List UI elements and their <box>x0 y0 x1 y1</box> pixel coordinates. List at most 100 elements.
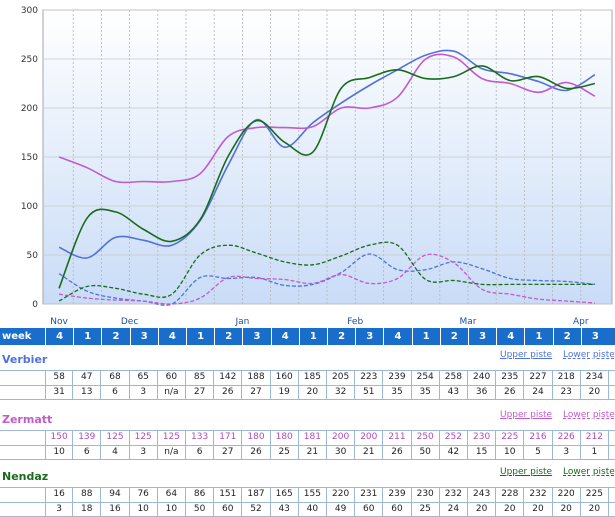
table-cell: 86 <box>186 487 215 502</box>
table-cell: 1 <box>581 445 609 460</box>
legend-lower-piste[interactable]: Lower piste <box>563 350 615 360</box>
table-cell: 64 <box>158 487 186 502</box>
table-cell: 228 <box>496 487 525 502</box>
table-cell: 211 <box>383 430 412 445</box>
table-cell: 165 <box>271 487 299 502</box>
table-cell: 65 <box>130 370 158 385</box>
table-cell: 239 <box>383 370 412 385</box>
legend-upper-piste[interactable]: Upper piste <box>500 350 553 360</box>
table-cell: 220 <box>553 487 581 502</box>
series-line-zermatt-upper <box>58 53 596 184</box>
table-cell: 26 <box>214 385 243 400</box>
week-number: 4 <box>496 328 524 345</box>
legend-lower-piste[interactable]: Lower piste <box>563 410 615 420</box>
table-cell: 10 <box>45 445 74 460</box>
table-cell: 60 <box>158 370 186 385</box>
table-cell: 239 <box>383 487 412 502</box>
table-cell: 35 <box>383 385 412 400</box>
table-cell: 231 <box>355 487 384 502</box>
table-cell: 6 <box>186 445 215 460</box>
month-label: Dec <box>120 317 139 327</box>
week-number: 1 <box>298 328 327 345</box>
week-number: 2 <box>101 328 129 345</box>
table-cell: 58 <box>45 370 74 385</box>
table-cell: 35 <box>412 385 440 400</box>
table-cell: 232 <box>440 487 468 502</box>
table-cell: 180 <box>242 430 271 445</box>
table-cell: 212 <box>581 430 609 445</box>
table-cell: 240 <box>468 370 497 385</box>
week-number: 1 <box>73 328 101 345</box>
table-cell: 50 <box>412 445 440 460</box>
table-cell: 205 <box>327 370 356 385</box>
table-cell: 125 <box>158 430 186 445</box>
legend-upper-piste[interactable]: Upper piste <box>500 410 553 420</box>
upper-piste-row <box>0 370 615 385</box>
y-tick-label: 200 <box>21 104 38 114</box>
table-cell: 51 <box>355 385 384 400</box>
table-cell: 16 <box>45 487 74 502</box>
table-cell: 187 <box>242 487 271 502</box>
resort-name-nendaz: Nendaz <box>2 470 49 483</box>
table-cell: 230 <box>412 487 440 502</box>
table-cell: 68 <box>101 370 130 385</box>
week-number: 3 <box>580 328 609 345</box>
week-number: 2 <box>214 328 242 345</box>
table-cell: 200 <box>327 430 356 445</box>
table-cell: 181 <box>299 430 327 445</box>
table-cell: 19 <box>271 385 299 400</box>
week-number: 4 <box>45 328 73 345</box>
y-tick-label: 0 <box>32 300 38 310</box>
week-number: 3 <box>468 328 496 345</box>
week-label: week <box>2 331 32 342</box>
table-cell: 21 <box>299 445 327 460</box>
week-number: 4 <box>270 328 299 345</box>
table-cell: 3 <box>130 445 158 460</box>
table-cell: 85 <box>186 370 215 385</box>
month-label: Jan <box>235 317 250 327</box>
table-cell: 216 <box>524 430 553 445</box>
table-cell: 220 <box>327 487 356 502</box>
table-cell: 200 <box>355 430 384 445</box>
legend-upper-piste[interactable]: Upper piste <box>500 467 553 477</box>
table-cell: 185 <box>299 370 327 385</box>
table-cell: 26 <box>496 385 525 400</box>
y-tick-label: 300 <box>21 6 38 16</box>
legend-lower-piste[interactable]: Lower piste <box>563 467 615 477</box>
table-cell: 188 <box>242 370 271 385</box>
table-cell: 27 <box>186 385 215 400</box>
table-cell: 3 <box>553 445 581 460</box>
table-cell: 6 <box>101 385 130 400</box>
week-number: 4 <box>157 328 186 345</box>
week-number: 2 <box>552 328 581 345</box>
table-cell: 43 <box>440 385 468 400</box>
table-cell: 252 <box>440 430 468 445</box>
table-cell: 151 <box>214 487 243 502</box>
week-number: 1 <box>186 328 214 345</box>
table-cell: 150 <box>45 430 74 445</box>
upper-piste-row <box>0 487 615 502</box>
table-cell: 139 <box>73 430 102 445</box>
series-line-nendaz-lower <box>58 241 595 302</box>
table-cell: 20 <box>581 385 609 400</box>
week-number: 3 <box>355 328 383 345</box>
week-number: 1 <box>524 328 552 345</box>
week-number: 4 <box>383 328 411 345</box>
snow-depth-chart: 0 50 100 150 200 250 300 <box>21 6 613 310</box>
table-cell: 42 <box>440 445 468 460</box>
table-cell: 21 <box>355 445 384 460</box>
y-tick-label: 250 <box>21 55 38 65</box>
table-cell: 25 <box>271 445 299 460</box>
table-cell: 125 <box>101 430 130 445</box>
table-cell: 133 <box>186 430 215 445</box>
month-label: Feb <box>347 317 364 327</box>
month-row: Nov Dec Jan Feb Mar Apr <box>0 316 615 328</box>
week-number: 3 <box>129 328 158 345</box>
table-cell: n/a <box>158 385 186 400</box>
week-number: 2 <box>439 328 468 345</box>
table-cell: 225 <box>581 487 609 502</box>
table-cell: 24 <box>524 385 553 400</box>
table-cell: 20 <box>299 385 327 400</box>
table-cell: 23 <box>553 385 581 400</box>
resort-name-verbier: Verbier <box>2 353 48 366</box>
